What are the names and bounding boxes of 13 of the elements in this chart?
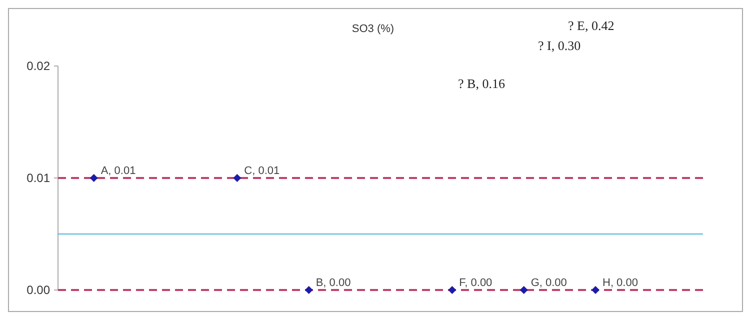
- text: ? I, 0.30: [538, 38, 581, 53]
- chart-title: SO3 (%): [352, 23, 394, 35]
- y-tick-label: 0.00: [26, 283, 50, 297]
- y-tick-label: 0.01: [26, 171, 50, 185]
- data-label: H, 0.00: [602, 277, 638, 289]
- annotation: ? B, 0.16: [458, 76, 506, 91]
- data-label: G, 0.00: [530, 277, 567, 289]
- data-label: C, 0.01: [244, 165, 280, 177]
- y-tick-label: 0.02: [26, 59, 50, 73]
- text: ? E, 0.42: [568, 18, 614, 33]
- data-label: A, 0.01: [100, 165, 136, 177]
- data-label: B, 0.00: [316, 277, 351, 289]
- data-label: F, 0.00: [459, 277, 492, 289]
